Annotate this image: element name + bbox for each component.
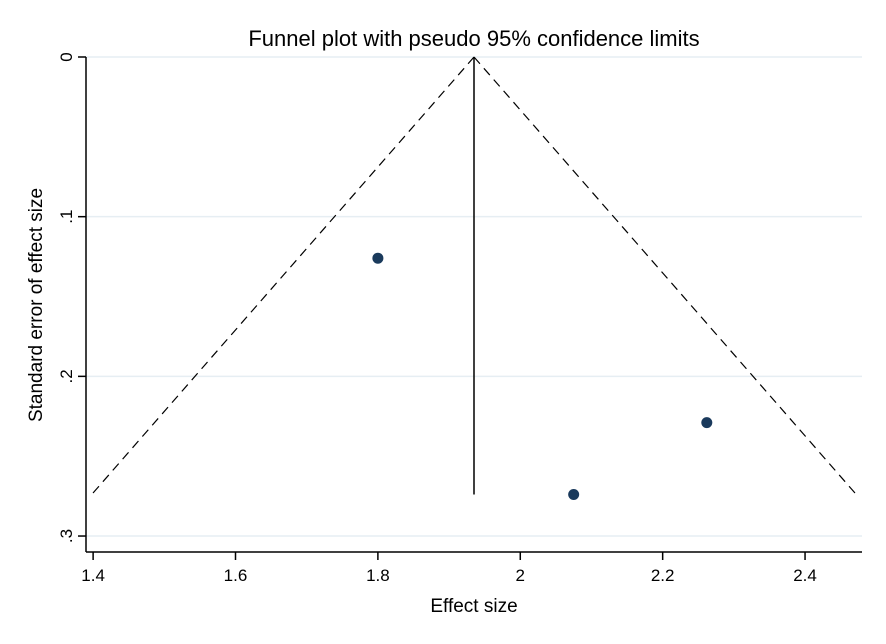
x-tick-label-5: 2.4 — [793, 566, 817, 585]
lower-confidence-limit — [91, 56, 475, 495]
y-tick-label-0: 0 — [57, 52, 76, 61]
x-tick-label-2: 1.8 — [366, 566, 390, 585]
x-axis-label: Effect size — [430, 596, 517, 617]
chart-title: Funnel plot with pseudo 95% confidence l… — [248, 26, 699, 51]
y-tick-label-1: .1 — [57, 210, 76, 224]
x-ticks: 1.4 1.6 1.8 2 2.2 2.4 — [81, 552, 817, 585]
funnel-lines — [91, 56, 857, 495]
x-tick-label-0: 1.4 — [81, 566, 105, 585]
data-point-1 — [372, 252, 384, 264]
x-tick-label-1: 1.6 — [224, 566, 248, 585]
upper-confidence-limit — [473, 56, 857, 495]
x-tick-label-4: 2.2 — [651, 566, 675, 585]
y-tick-label-2: .2 — [57, 369, 76, 383]
y-axis-label: Standard error of effect size — [26, 188, 47, 422]
data-point-3 — [701, 417, 713, 429]
x-tick-label-3: 2 — [516, 566, 525, 585]
y-tick-label-3: .3 — [57, 529, 76, 543]
data-point-2 — [568, 489, 580, 501]
data-points — [372, 252, 713, 501]
axes — [85, 57, 862, 553]
y-ticks: 0 .1 .2 .3 — [57, 52, 86, 543]
